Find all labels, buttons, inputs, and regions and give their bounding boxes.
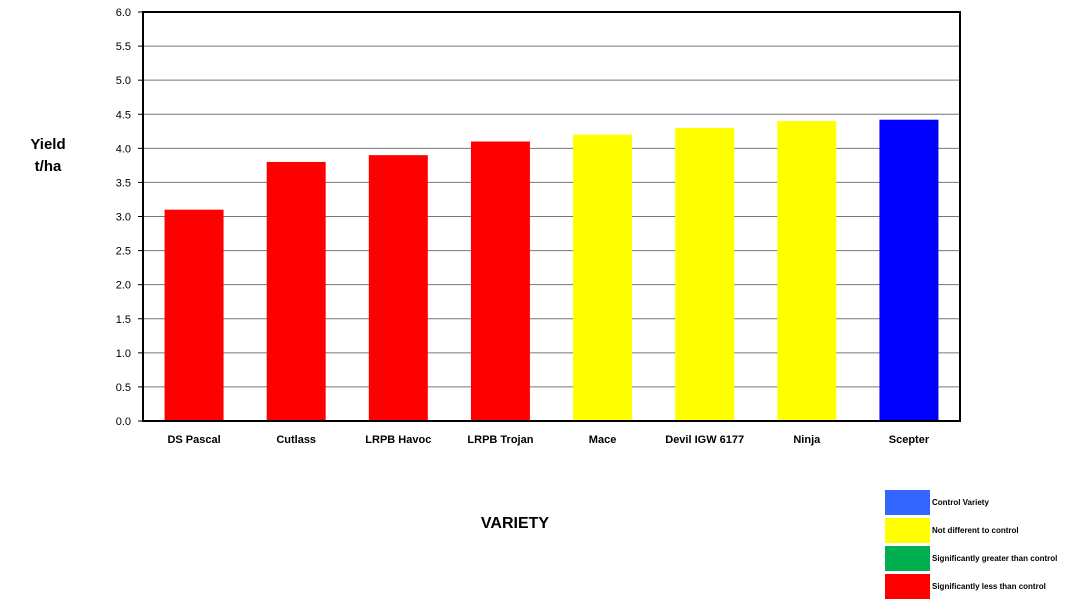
bar-scepter (879, 119, 939, 421)
y-tick-label: 3.0 (116, 212, 131, 224)
legend-label-not-different: Not different to control (932, 526, 1019, 535)
y-tick-label: 0.5 (116, 382, 131, 394)
bar-ninja (777, 121, 837, 422)
x-tick-labels: DS Pascal Cutlass LRPB Havoc LRPB Trojan Mac… (167, 434, 929, 446)
y-tick-label: 1.0 (116, 348, 131, 360)
x-tick-label: LRPB Havoc (365, 434, 431, 446)
legend-swatch-greater (885, 546, 930, 571)
bar-ds-pascal (164, 209, 224, 421)
bar-mace (573, 134, 633, 421)
y-tick-label: 4.0 (116, 143, 131, 155)
y-tick-labels: 0.0 0.5 1.0 1.5 2.0 2.5 3.0 3.5 4.0 4.5 5.0 5.5 6.0 (116, 7, 143, 428)
gridlines (143, 11, 960, 422)
y-tick-label: 5.0 (116, 75, 131, 87)
legend-item-greater: Significantly greater than control (885, 546, 1057, 571)
y-tick-label: 5.5 (116, 41, 131, 53)
y-axis-title: Yield t/ha (18, 134, 78, 178)
legend-label-less: Significantly less than control (932, 582, 1046, 591)
legend-swatch-not-different (885, 518, 930, 543)
y-tick-label: 3.5 (116, 177, 131, 189)
y-tick-label: 1.5 (116, 314, 131, 326)
legend-label-greater: Significantly greater than control (932, 554, 1058, 563)
y-tick-label: 2.0 (116, 280, 131, 292)
bar-lrpb-trojan (470, 141, 530, 421)
x-tick-label: Ninja (793, 434, 821, 446)
legend-item-less: Significantly less than control (885, 574, 1057, 599)
legend-item-not-different: Not different to control (885, 518, 1057, 543)
legend-swatch-control (885, 490, 930, 515)
y-tick-label: 6.0 (116, 7, 131, 19)
x-tick-label: Cutlass (276, 434, 316, 446)
y-tick-label: 2.5 (116, 246, 131, 258)
bar-cutlass (266, 161, 326, 421)
legend-swatch-less (885, 574, 930, 599)
bar-devil-igw-6177 (675, 127, 735, 421)
legend: Control Variety Not different to control… (885, 490, 1057, 602)
x-tick-label: LRPB Trojan (467, 434, 533, 446)
x-tick-label: DS Pascal (167, 434, 220, 446)
y-axis-title-line2: t/ha (34, 158, 62, 175)
y-axis-title-line1: Yield (30, 136, 66, 153)
y-tick-label: 0.0 (116, 416, 131, 428)
x-axis-title: VARIETY (480, 515, 550, 532)
bars (164, 119, 939, 422)
bar-lrpb-havoc (368, 155, 428, 421)
x-tick-label: Mace (589, 434, 617, 446)
x-tick-label: Devil IGW 6177 (665, 434, 744, 446)
y-tick-label: 4.5 (116, 109, 131, 121)
legend-label-control: Control Variety (932, 498, 989, 507)
x-tick-label: Scepter (889, 434, 930, 446)
legend-item-control: Control Variety (885, 490, 1057, 515)
